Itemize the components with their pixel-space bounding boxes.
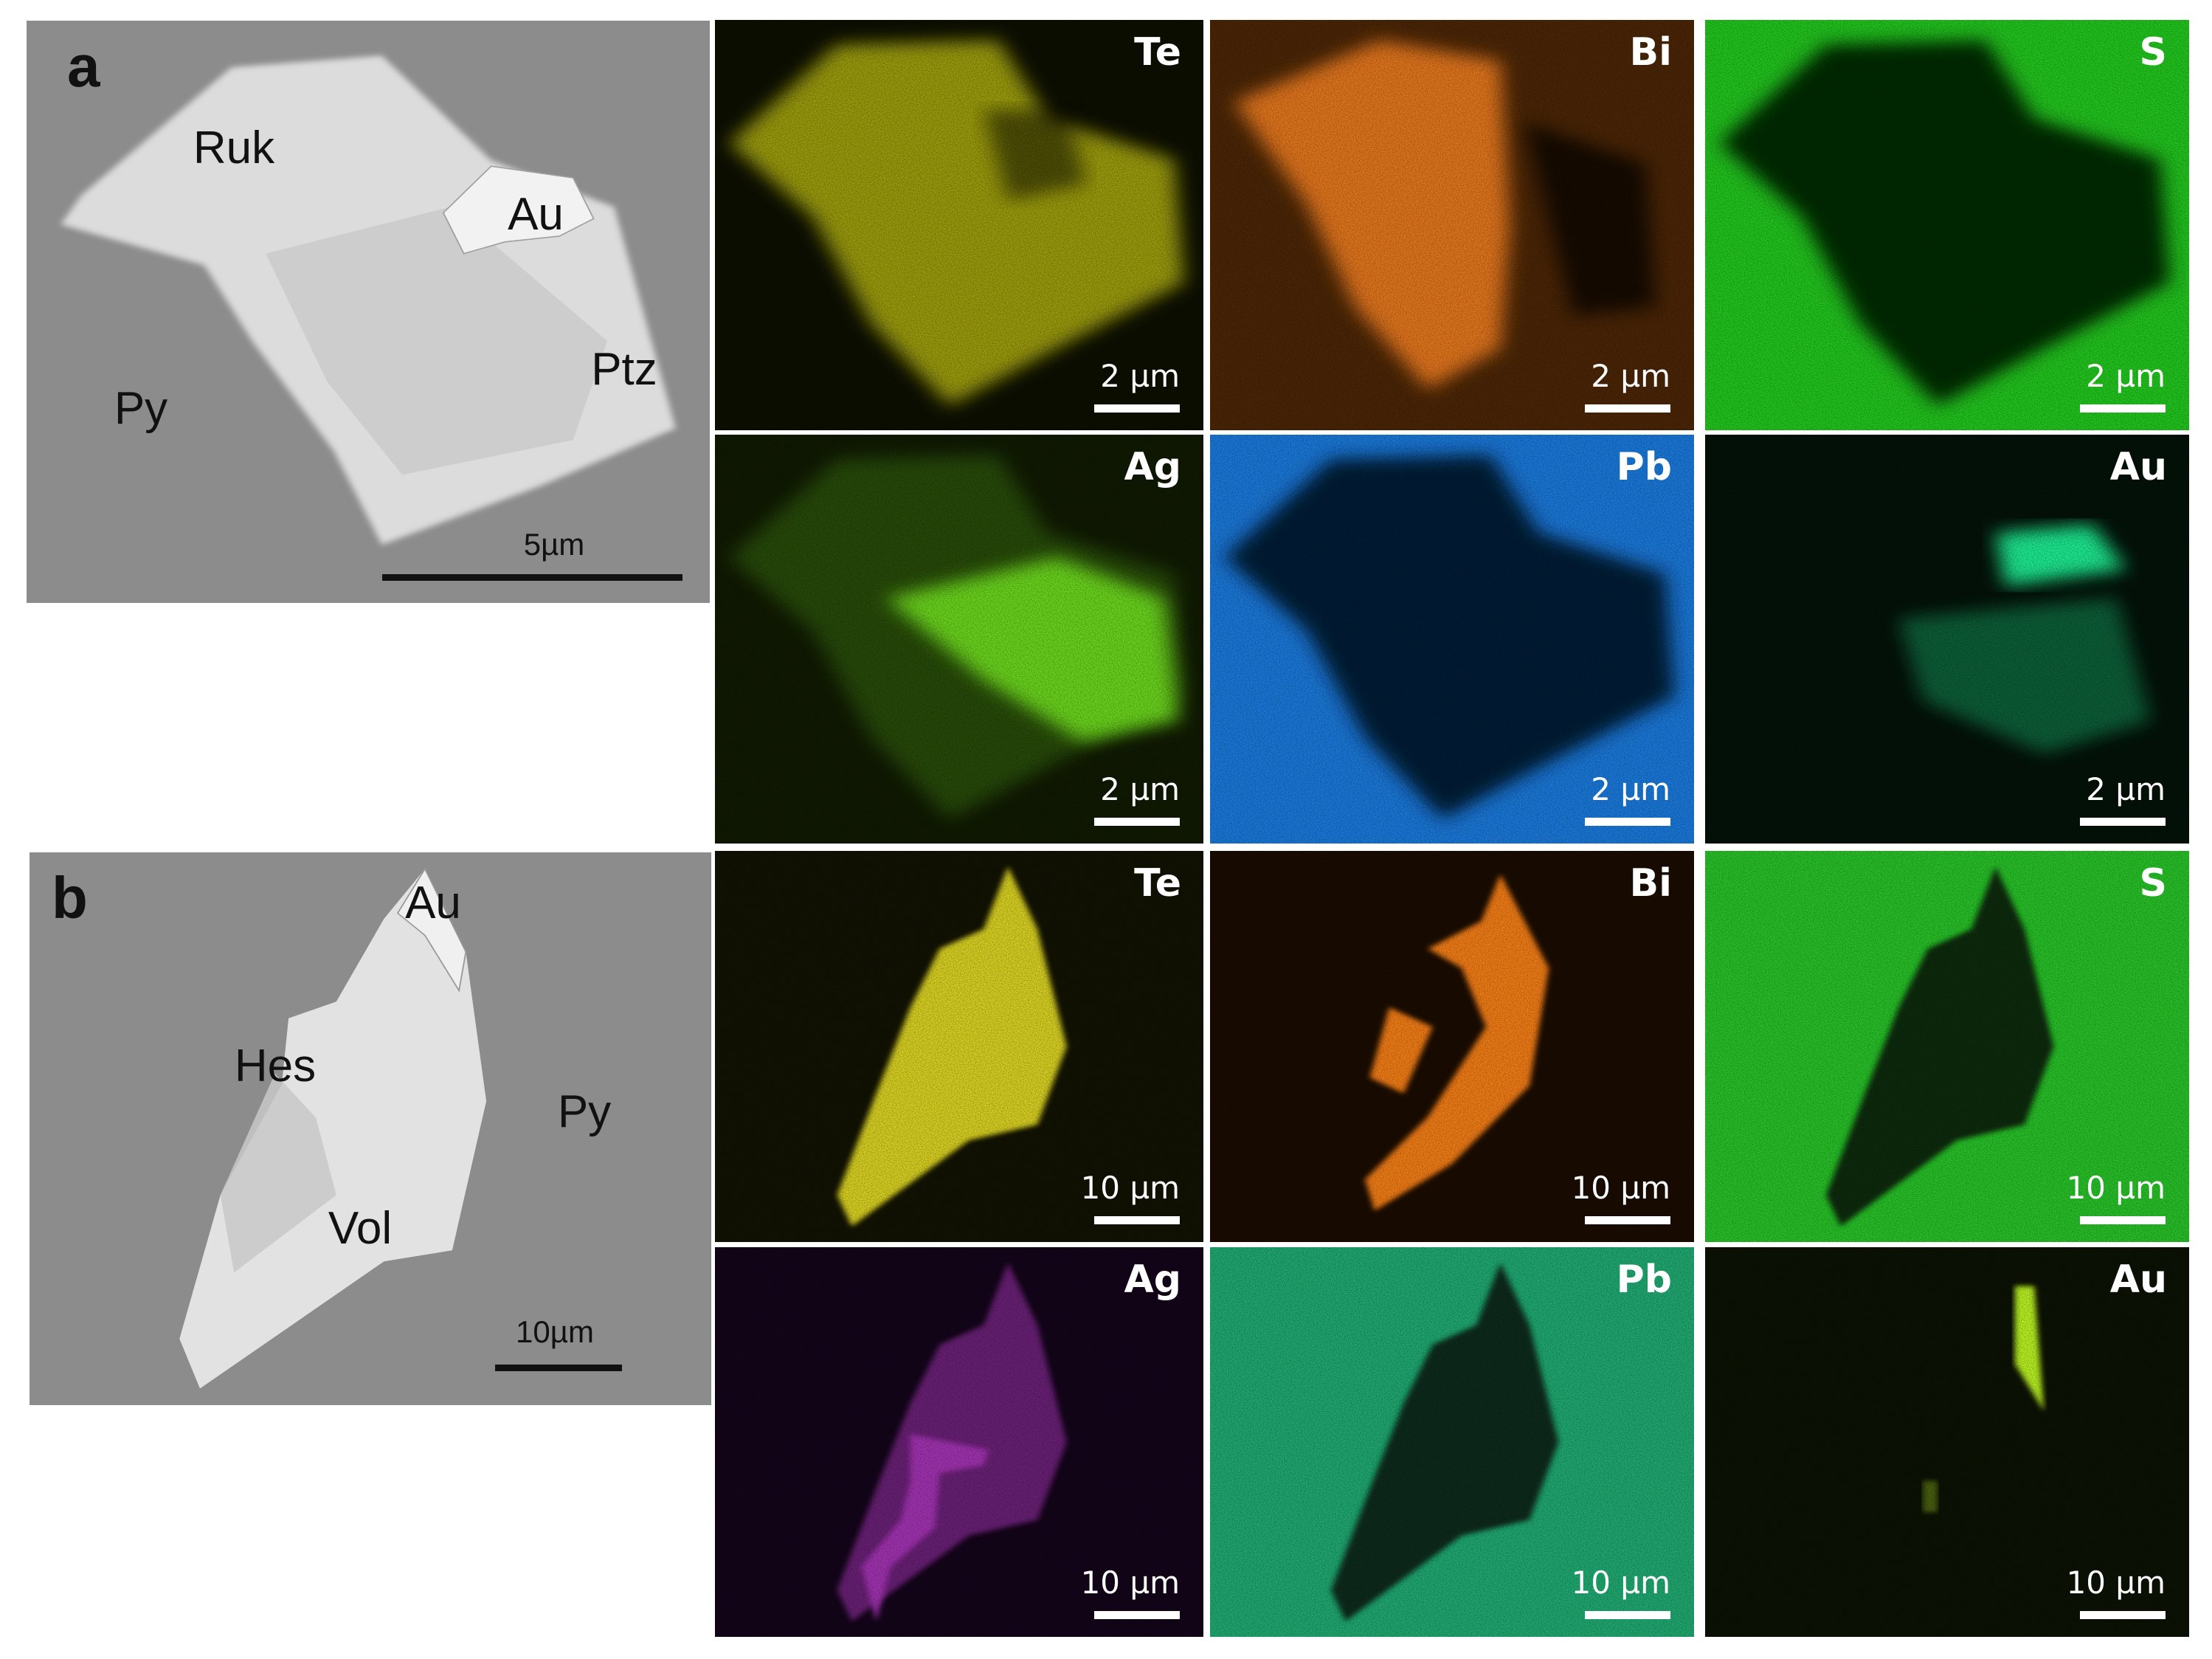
eds-map-b-ag: Ag 10 µm: [715, 1247, 1203, 1637]
eds-map-b-s: S 10 µm: [1705, 851, 2189, 1242]
scale-bar: [1585, 1611, 1670, 1619]
sem-image-b: b Au Hes Py Vol 10µm: [30, 852, 711, 1405]
element-label: Au: [2109, 445, 2167, 489]
scale-bar: [2080, 404, 2166, 413]
scale-label: 10 µm: [1080, 1565, 1180, 1601]
label-vol: Vol: [328, 1203, 393, 1254]
grain-hes: [220, 1073, 336, 1273]
noise-texture: [1210, 20, 1694, 430]
scale-bar: [1094, 404, 1180, 413]
element-label: Bi: [1629, 30, 1672, 75]
grain-a: [61, 55, 676, 545]
element-label: Te: [1134, 30, 1181, 75]
eds-map-b-bi: Bi 10 µm: [1210, 851, 1694, 1242]
element-label: S: [2139, 30, 2167, 75]
scale-label: 10 µm: [1571, 1565, 1670, 1601]
panel-letter-b: b: [52, 865, 88, 931]
scale-label: 2 µm: [2086, 771, 2166, 807]
eds-map-a-s: S 2 µm: [1705, 20, 2189, 430]
eds-map-a-au: Au 2 µm: [1705, 435, 2189, 844]
scale-bar: [2080, 818, 2166, 826]
scale-bar-a: [382, 574, 682, 581]
scale-label-b: 10µm: [516, 1314, 594, 1349]
eds-map-b-te: Te 10 µm: [715, 851, 1203, 1242]
label-au: Au: [405, 877, 461, 928]
eds-map-b-pb: Pb 10 µm: [1210, 1247, 1694, 1637]
scale-label: 10 µm: [2066, 1565, 2166, 1601]
grain-vol: [179, 869, 487, 1389]
noise-texture: [715, 1247, 1203, 1637]
eds-map-a-ag: Ag 2 µm: [715, 435, 1203, 844]
label-ruk: Ruk: [193, 123, 275, 173]
label-ptz: Ptz: [591, 344, 657, 395]
noise-texture: [1705, 20, 2189, 430]
scale-label: 10 µm: [2066, 1170, 2166, 1206]
element-label: S: [2139, 861, 2167, 906]
scale-label-a: 5µm: [523, 527, 585, 562]
noise-texture: [1705, 435, 2189, 844]
eds-map-a-pb: Pb 2 µm: [1210, 435, 1694, 844]
noise-texture: [1210, 435, 1694, 844]
scale-bar: [1585, 1216, 1670, 1224]
element-label: Ag: [1124, 445, 1181, 489]
noise-texture: [1210, 851, 1694, 1242]
label-py: Py: [557, 1086, 612, 1137]
element-label: Pb: [1616, 445, 1672, 489]
element-label: Te: [1134, 861, 1181, 906]
noise-texture: [1705, 851, 2189, 1242]
scale-label: 2 µm: [2086, 358, 2166, 394]
element-label: Pb: [1616, 1258, 1672, 1302]
noise-texture: [715, 20, 1203, 430]
noise-texture: [715, 851, 1203, 1242]
scale-bar: [1094, 1216, 1180, 1224]
scale-label: 2 µm: [1591, 358, 1670, 394]
label-au: Au: [508, 189, 564, 240]
noise-texture: [1705, 1247, 2189, 1637]
grain-b: [179, 867, 487, 1389]
scale-bar: [1094, 818, 1180, 826]
label-py: Py: [114, 383, 168, 434]
grain-au-b: [396, 867, 467, 993]
noise-texture: [715, 435, 1203, 844]
scale-bar: [2080, 1611, 2166, 1619]
scale-bar: [1585, 404, 1670, 413]
noise-texture: [1210, 1247, 1694, 1637]
scale-bar: [1094, 1611, 1180, 1619]
element-label: Ag: [1124, 1258, 1181, 1302]
grain-dark-band: [266, 207, 608, 475]
scale-label: 2 µm: [1591, 771, 1670, 807]
eds-map-a-te: Te 2 µm: [715, 20, 1203, 430]
scale-label: 10 µm: [1571, 1170, 1670, 1206]
grain-au: [442, 165, 595, 255]
scale-label: 10 µm: [1080, 1170, 1180, 1206]
label-hes: Hes: [234, 1041, 317, 1091]
eds-map-b-au: Au 10 µm: [1705, 1247, 2189, 1637]
scale-bar-b: [495, 1365, 622, 1371]
sem-image-a: a Ruk Au Ptz Py 5µm: [27, 21, 710, 603]
scale-bar: [1585, 818, 1670, 826]
eds-map-a-bi: Bi 2 µm: [1210, 20, 1694, 430]
scale-label: 2 µm: [1100, 358, 1180, 394]
scale-bar: [2080, 1216, 2166, 1224]
element-label: Au: [2109, 1258, 2167, 1302]
element-label: Bi: [1629, 861, 1672, 906]
panel-letter-a: a: [67, 33, 100, 99]
scale-label: 2 µm: [1100, 771, 1180, 807]
